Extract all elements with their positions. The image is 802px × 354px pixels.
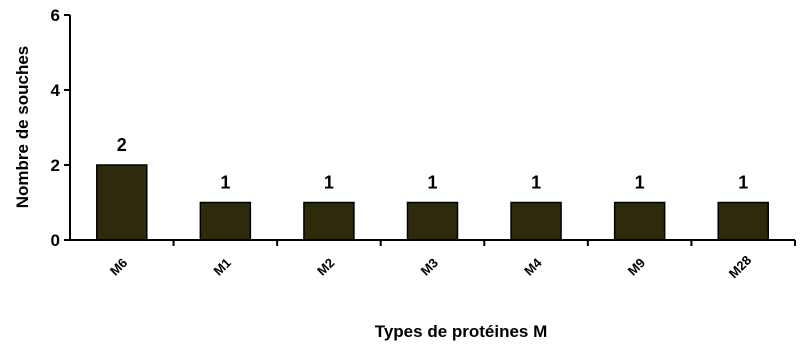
x-tick-label-m2: M2 bbox=[314, 255, 337, 278]
data-label-m3: 1 bbox=[427, 173, 437, 193]
data-label-m2: 1 bbox=[324, 173, 334, 193]
x-tick-label-m28: M28 bbox=[726, 253, 754, 281]
y-axis-title: Nombre de souches bbox=[13, 46, 32, 209]
bar-m3 bbox=[406, 201, 459, 241]
x-axis-title: Types de protéines M bbox=[375, 322, 548, 341]
bar-m6 bbox=[96, 164, 148, 241]
x-tick-label-m4: M4 bbox=[521, 255, 545, 279]
x-tick-label-m3: M3 bbox=[418, 255, 441, 278]
y-tick-label-0: 0 bbox=[51, 231, 60, 250]
bar-m2 bbox=[303, 201, 355, 241]
y-tick-label-6: 6 bbox=[51, 6, 60, 25]
x-tick-label-m6: M6 bbox=[107, 255, 130, 278]
plot-area: 2 M6 1 M1 1 M2 1 M3 1 M4 1 M9 1 M28 0 2 4 6 bbox=[51, 6, 796, 281]
y-tick-label-4: 4 bbox=[51, 81, 61, 100]
data-label-m9: 1 bbox=[635, 173, 645, 193]
data-label-m28: 1 bbox=[738, 173, 748, 193]
bar-m28 bbox=[717, 201, 769, 241]
y-tick-label-2: 2 bbox=[51, 156, 60, 175]
bar-m4 bbox=[510, 201, 562, 241]
data-label-m4: 1 bbox=[531, 173, 541, 193]
x-tick-label-m1: M1 bbox=[210, 255, 233, 278]
bar-m9 bbox=[613, 201, 666, 241]
x-tick-label-m9: M9 bbox=[625, 255, 648, 278]
data-label-m6: 2 bbox=[117, 135, 127, 155]
data-label-m1: 1 bbox=[220, 173, 230, 193]
bar-m1 bbox=[199, 201, 252, 241]
